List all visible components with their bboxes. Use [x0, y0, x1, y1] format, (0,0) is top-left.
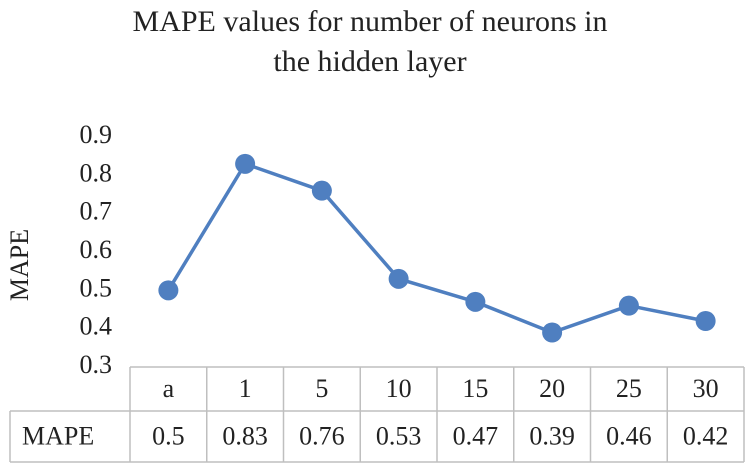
point: [542, 322, 563, 343]
chart-title: MAPE values for number of neurons in the…: [132, 5, 608, 78]
table-value: 0.5: [152, 421, 185, 450]
table-value: 0.83: [222, 421, 268, 450]
y-axis-label: MAPE: [5, 229, 34, 301]
point: [618, 295, 639, 316]
x-tick-label: 15: [462, 374, 488, 403]
x-tick-label: a: [163, 374, 175, 403]
y-tick-label: 0.9: [80, 120, 113, 149]
y-tick-label: 0.7: [80, 197, 113, 226]
point: [311, 180, 332, 201]
point: [235, 153, 256, 174]
point: [158, 280, 179, 301]
y-tick-label: 0.4: [80, 312, 113, 341]
x-tick-label: 20: [539, 374, 565, 403]
y-tick-label: 0.8: [80, 158, 113, 187]
x-tick-label: 30: [693, 374, 719, 403]
table-row-label: MAPE: [22, 421, 94, 450]
point: [695, 311, 716, 331]
series-line: [166, 161, 706, 335]
y-tick-label: 0.6: [80, 235, 113, 264]
y-tick-label: 0.3: [80, 350, 113, 379]
x-tick-label: 5: [315, 374, 328, 403]
x-tick-label: 10: [386, 374, 412, 403]
table-value: 0.46: [606, 421, 652, 450]
point: [388, 268, 409, 289]
table-value: 0.76: [299, 421, 345, 450]
table-value: 0.47: [453, 421, 499, 450]
table-value: 0.39: [529, 421, 575, 450]
x-tick-label: 25: [616, 374, 642, 403]
y-tick-label: 0.5: [80, 273, 113, 302]
x-tick-label: 1: [239, 374, 252, 403]
table-value: 0.42: [683, 421, 729, 450]
point: [465, 291, 486, 312]
table-value: 0.53: [376, 421, 422, 450]
